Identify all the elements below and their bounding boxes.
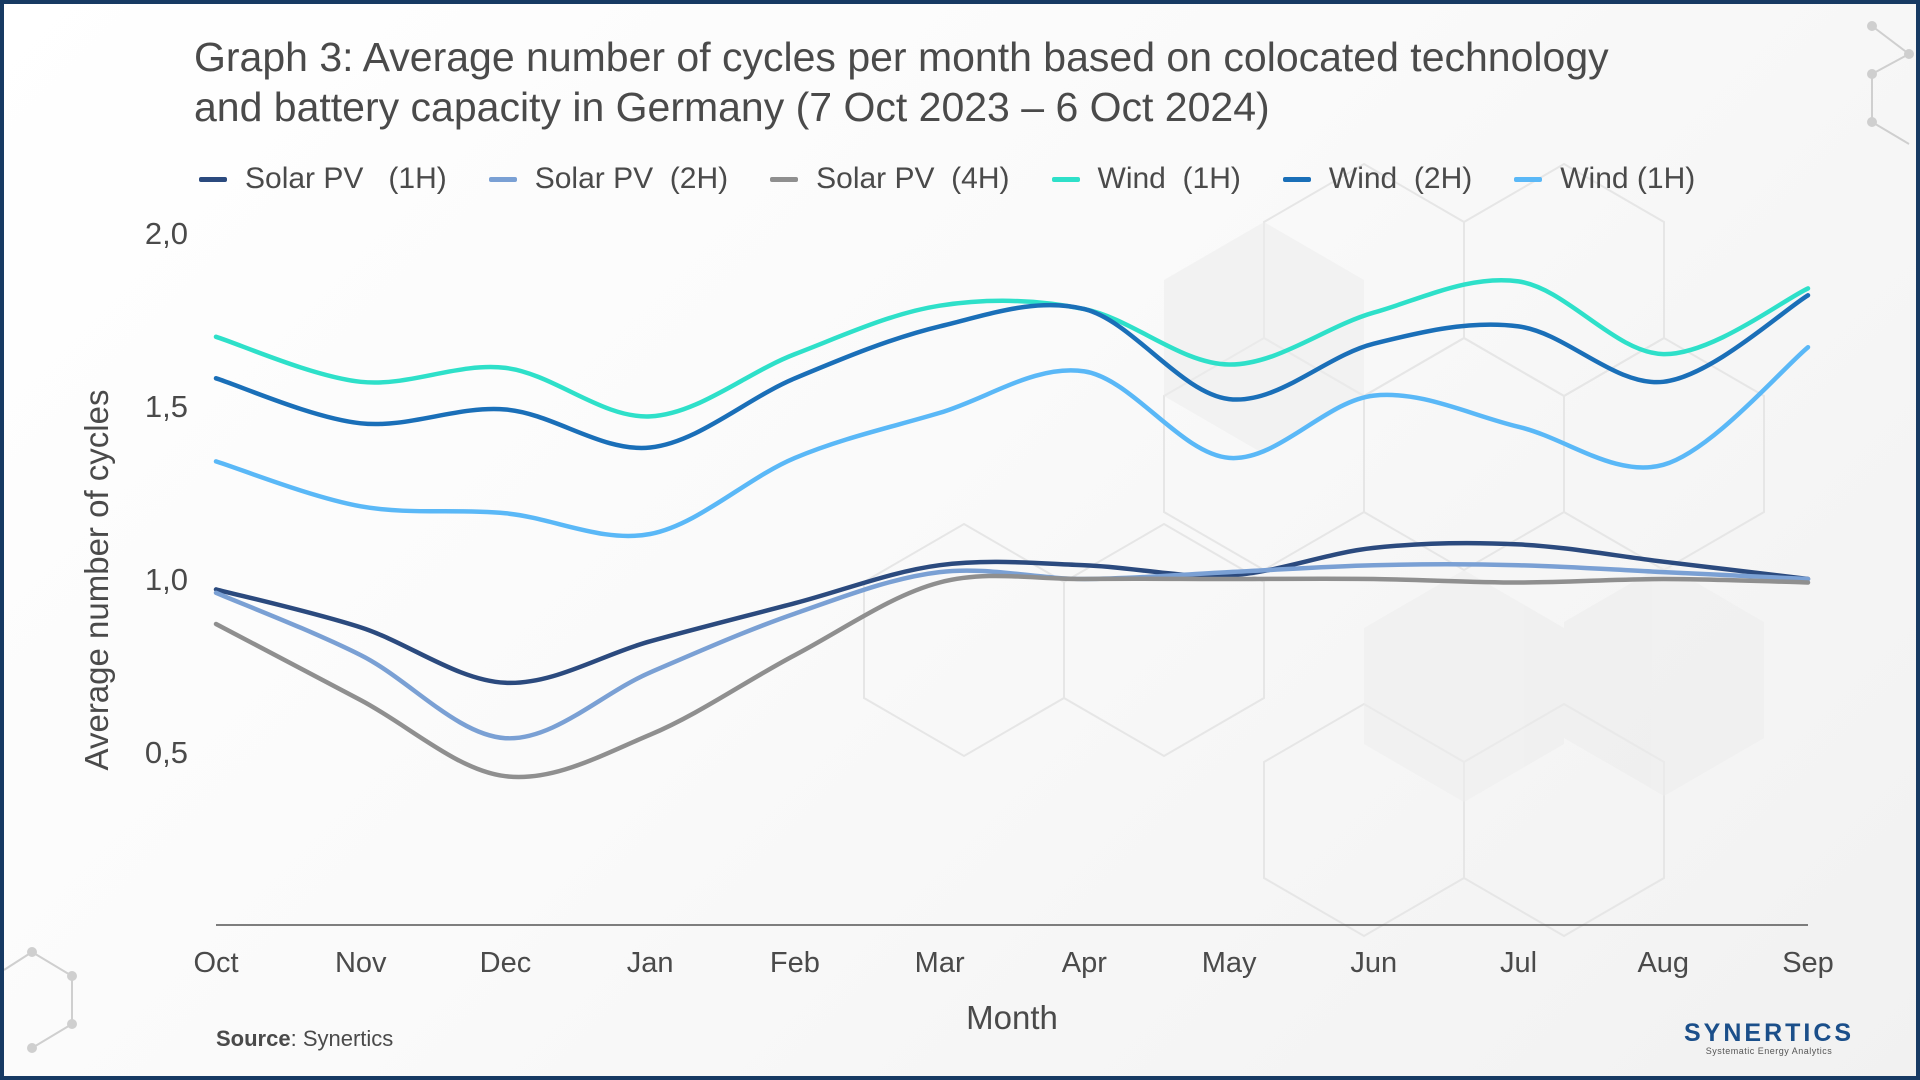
source-value: : Synertics [290, 1026, 394, 1051]
x-tick-label: Jul [1500, 947, 1537, 979]
x-tick-label: Feb [770, 947, 820, 979]
y-axis-title: Average number of cycles [78, 390, 115, 771]
series-line [213, 293, 1811, 451]
chart-legend: Solar PV (1H) Solar PV (2H) Solar PV (4H… [199, 162, 1737, 196]
legend-label: Solar PV (2H) [534, 162, 729, 195]
source-note: Source: Synertics [216, 1026, 393, 1052]
y-axis: 0,5 1,0 1,5 2,0 [145, 216, 188, 770]
series-lines [213, 278, 1811, 780]
legend-swatch [1514, 176, 1543, 182]
series-line [213, 344, 1811, 539]
x-tick-label: May [1202, 947, 1257, 979]
legend-item-solar-pv-2h: Solar PV (2H) [488, 162, 729, 196]
legend-label: Solar PV (1H) [245, 162, 447, 195]
legend-swatch [770, 176, 799, 182]
x-axis-title: Month [966, 999, 1058, 1036]
x-tick-label: Jan [627, 947, 674, 979]
x-tick-label: Oct [193, 947, 238, 979]
y-tick-label: 2,0 [145, 216, 188, 251]
x-tick-label: Dec [480, 947, 532, 979]
series-line [213, 278, 1811, 419]
chart-title-line-1: Graph 3: Average number of cycles per mo… [194, 34, 1609, 80]
legend-label: Solar PV (4H) [816, 162, 1010, 195]
series-line [213, 562, 1811, 741]
legend-item-wind-2h: Wind (2H) [1282, 162, 1473, 196]
x-tick-label: Nov [335, 947, 387, 979]
chart-title-line-2: and battery capacity in Germany (7 Oct 2… [194, 84, 1270, 130]
chart-title: Graph 3: Average number of cycles per mo… [194, 32, 1814, 132]
series-line [213, 540, 1811, 686]
y-tick-label: 0,5 [145, 735, 188, 770]
brand-tagline: Systematic Energy Analytics [1705, 1046, 1833, 1056]
x-tick-label: Jun [1350, 947, 1397, 979]
x-tick-label: Apr [1062, 947, 1107, 979]
legend-swatch [488, 176, 517, 182]
y-tick-label: 1,5 [145, 389, 188, 424]
legend-item-solar-pv-4h: Solar PV (4H) [770, 162, 1010, 196]
legend-item-wind-1h-alt: Wind (1H) [1514, 162, 1695, 196]
x-tick-label: Sep [1782, 947, 1834, 979]
legend-swatch [199, 176, 227, 182]
legend-label: Wind (2H) [1328, 162, 1473, 195]
x-tick-label: Aug [1637, 947, 1689, 979]
series-line [213, 573, 1811, 780]
legend-swatch [1051, 176, 1080, 182]
x-axis: Oct Nov Dec Jan Feb Mar Apr May Jun Jul Aug Sep [193, 924, 1834, 979]
synertics-logo: SYNERTICS Systematic Energy Analytics [1684, 1020, 1854, 1056]
legend-label: Wind (1H) [1560, 162, 1696, 195]
x-tick-label: Mar [915, 947, 965, 979]
source-label: Source [216, 1026, 291, 1051]
legend-swatch [1282, 176, 1311, 182]
legend-item-solar-pv-1h: Solar PV (1H) [199, 162, 447, 196]
line-chart: 0,5 1,0 1,5 2,0 Oct Nov Dec Jan Feb Mar Apr May Jun… [78, 216, 1834, 1036]
y-tick-label: 1,0 [145, 562, 188, 597]
brand-name: SYNERTICS [1684, 1019, 1855, 1047]
legend-label: Wind (1H) [1097, 162, 1241, 195]
legend-item-wind-1h: Wind (1H) [1051, 162, 1241, 196]
